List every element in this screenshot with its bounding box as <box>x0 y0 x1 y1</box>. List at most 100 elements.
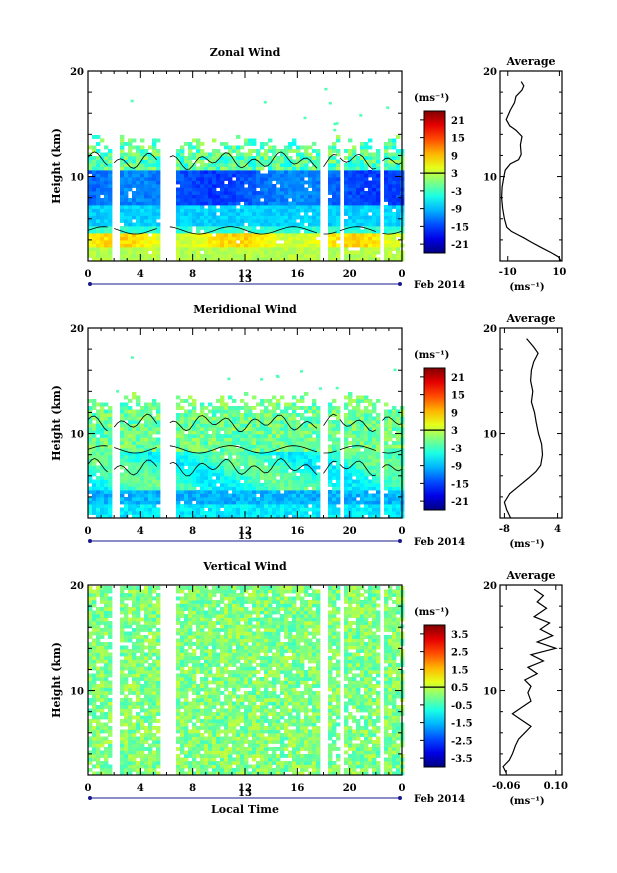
heatmap-cell <box>336 427 341 431</box>
heatmap-cell <box>316 423 321 428</box>
heatmap-cell <box>388 413 393 417</box>
heatmap-cell <box>92 434 97 438</box>
heatmap-cell <box>300 451 305 456</box>
heatmap-cell <box>228 441 233 445</box>
heatmap-cell <box>208 257 213 262</box>
heatmap-cell <box>280 493 285 498</box>
heatmap-cell <box>368 455 373 459</box>
heatmap-cell <box>188 448 193 452</box>
heatmap-cell <box>244 198 249 202</box>
heatmap-cell <box>180 180 185 185</box>
heatmap-cell <box>200 166 205 171</box>
heatmap-cell <box>348 402 353 407</box>
heatmap-cell <box>264 247 269 251</box>
heatmap-cell <box>372 504 377 508</box>
heatmap-cell <box>120 666 125 671</box>
heatmap-cell <box>332 451 337 456</box>
heatmap-cell <box>392 159 397 164</box>
heatmap-cell <box>176 441 181 445</box>
heatmap-cell <box>144 184 149 188</box>
heatmap-cell <box>284 455 289 459</box>
heatmap-cell <box>220 229 225 234</box>
heatmap-cell <box>152 152 157 157</box>
heatmap-cell <box>296 490 301 494</box>
heatmap-cell <box>96 233 101 237</box>
heatmap-cell <box>304 194 309 199</box>
heatmap-cell <box>128 448 133 452</box>
heatmap-cell <box>188 222 193 227</box>
heatmap-cell <box>120 444 125 449</box>
heatmap-cell <box>360 212 365 216</box>
heatmap-cell <box>288 208 293 213</box>
heatmap-cell <box>152 486 157 491</box>
heatmap-cell <box>264 483 269 487</box>
heatmap-cell <box>284 504 289 508</box>
heatmap-cell <box>396 409 401 414</box>
heatmap-cell <box>232 416 237 421</box>
heatmap-cell <box>100 614 105 618</box>
heatmap-cell <box>388 142 393 146</box>
heatmap-cell <box>204 250 209 255</box>
heatmap-cell <box>352 469 357 473</box>
heatmap-cell <box>152 229 157 234</box>
heatmap-cell <box>228 507 233 512</box>
heatmap-cell <box>196 222 201 227</box>
heatmap-cell <box>140 212 145 216</box>
heatmap-cell <box>384 493 389 498</box>
heatmap-cell <box>108 642 113 646</box>
heatmap-cell <box>108 152 113 157</box>
heatmap-cell <box>208 215 213 220</box>
heatmap-cell <box>192 448 197 452</box>
heatmap-cell <box>312 504 317 508</box>
heatmap-cell <box>316 420 321 424</box>
heatmap-cell <box>292 413 297 417</box>
heatmap-cell <box>292 444 297 449</box>
heatmap-cell <box>364 173 369 178</box>
heatmap-cell <box>292 194 297 199</box>
heatmap-cell <box>344 451 349 456</box>
heatmap-cell <box>268 177 273 181</box>
heatmap-cell <box>368 483 373 487</box>
heatmap-cell <box>308 222 313 227</box>
heatmap-cell <box>120 152 125 157</box>
heatmap-cell <box>264 184 269 188</box>
heatmap-cell <box>388 409 393 414</box>
profile-x-axis-title: (ms⁻¹) <box>509 539 544 550</box>
heatmap-cell <box>200 152 205 157</box>
heatmap-cell <box>120 458 125 463</box>
heatmap-cell <box>188 250 193 255</box>
heatmap-cell <box>268 243 273 248</box>
heatmap-cell <box>128 205 133 209</box>
heatmap-cell <box>220 479 225 484</box>
heatmap-cell <box>284 156 289 160</box>
heatmap-cell <box>232 173 237 178</box>
heatmap-cell <box>328 145 333 150</box>
heatmap-cell <box>376 222 381 227</box>
heatmap-cell <box>204 212 209 216</box>
heatmap-cell <box>244 420 249 424</box>
heatmap-cell <box>288 416 293 421</box>
heatmap-cell <box>372 187 377 192</box>
heatmap-cell <box>92 764 97 769</box>
heatmap-cell <box>360 240 365 244</box>
heatmap-cell <box>396 170 401 174</box>
heatmap-cell <box>108 170 113 174</box>
heatmap-cell <box>348 479 353 484</box>
heatmap-cell <box>216 247 221 251</box>
heatmap-cell <box>156 472 161 477</box>
heatmap-cell <box>148 437 153 442</box>
heatmap-cell <box>104 208 109 213</box>
heatmap-cell <box>328 465 333 470</box>
heatmap-cell <box>272 486 277 491</box>
heatmap-cell <box>352 254 357 258</box>
heatmap-cell <box>288 257 293 262</box>
heatmap-cell <box>296 448 301 452</box>
heatmap-cell <box>396 462 401 466</box>
heatmap-cell <box>120 226 125 230</box>
heatmap-cell <box>212 507 217 512</box>
heatmap-cell <box>368 159 373 164</box>
heatmap-cell <box>208 469 213 473</box>
heatmap-cell <box>220 159 225 164</box>
heatmap-cell <box>392 441 397 445</box>
heatmap-cell <box>104 607 109 611</box>
